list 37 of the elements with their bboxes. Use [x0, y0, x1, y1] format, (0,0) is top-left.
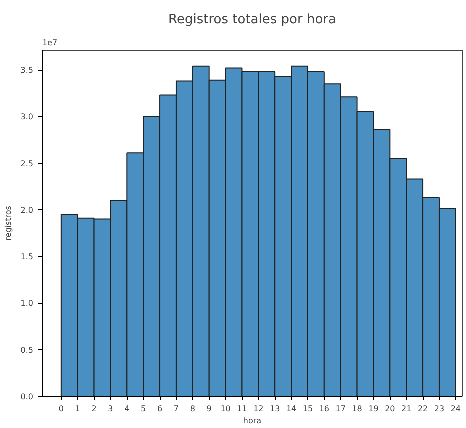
x-tick-label: 2: [92, 404, 97, 414]
y-tick-label: 1.5: [20, 252, 34, 262]
y-tick-label: 2.5: [20, 159, 34, 168]
x-tick-label: 10: [220, 404, 231, 414]
y-tick-label: 1.0: [20, 299, 34, 308]
x-tick-label: 0: [58, 404, 64, 414]
chart-title: Registros totales por hora: [168, 12, 336, 28]
x-tick-label: 24: [450, 404, 462, 414]
x-tick-label: 7: [174, 404, 180, 414]
x-axis-title: hora: [243, 416, 262, 426]
x-tick-label: 1: [75, 404, 80, 414]
y-tick-label: 3.0: [20, 112, 34, 122]
x-tick-label: 22: [418, 404, 428, 414]
x-tick-label: 23: [434, 404, 445, 414]
y-tick-label: 0.5: [20, 346, 34, 355]
x-tick-label: 6: [157, 404, 163, 414]
x-tick-label: 5: [141, 404, 146, 414]
y-tick-label: 0.0: [20, 392, 34, 402]
x-tick-label: 4: [124, 404, 130, 414]
x-tick-label: 15: [302, 404, 314, 414]
y-axis-title: registros: [4, 206, 13, 241]
x-tick-label: 11: [237, 404, 248, 414]
text: 1e7: [42, 38, 58, 48]
x-tick-label: 19: [368, 404, 379, 414]
x-tick-label: 18: [352, 404, 362, 414]
x-tick-label: 13: [270, 404, 280, 414]
x-tick-label: 17: [336, 404, 346, 414]
y-tick-label: 3.5: [20, 66, 34, 76]
x-tick-label: 14: [286, 404, 297, 414]
x-tick-label: 16: [319, 404, 330, 414]
x-tick-label: 12: [254, 404, 264, 414]
y-tick-label: 2.0: [20, 206, 34, 215]
x-tick-label: 8: [190, 404, 196, 414]
x-tick-label: 9: [206, 404, 212, 414]
x-tick-label: 21: [402, 404, 412, 414]
x-tick-label: 20: [385, 404, 396, 414]
x-tick-label: 3: [108, 404, 114, 414]
